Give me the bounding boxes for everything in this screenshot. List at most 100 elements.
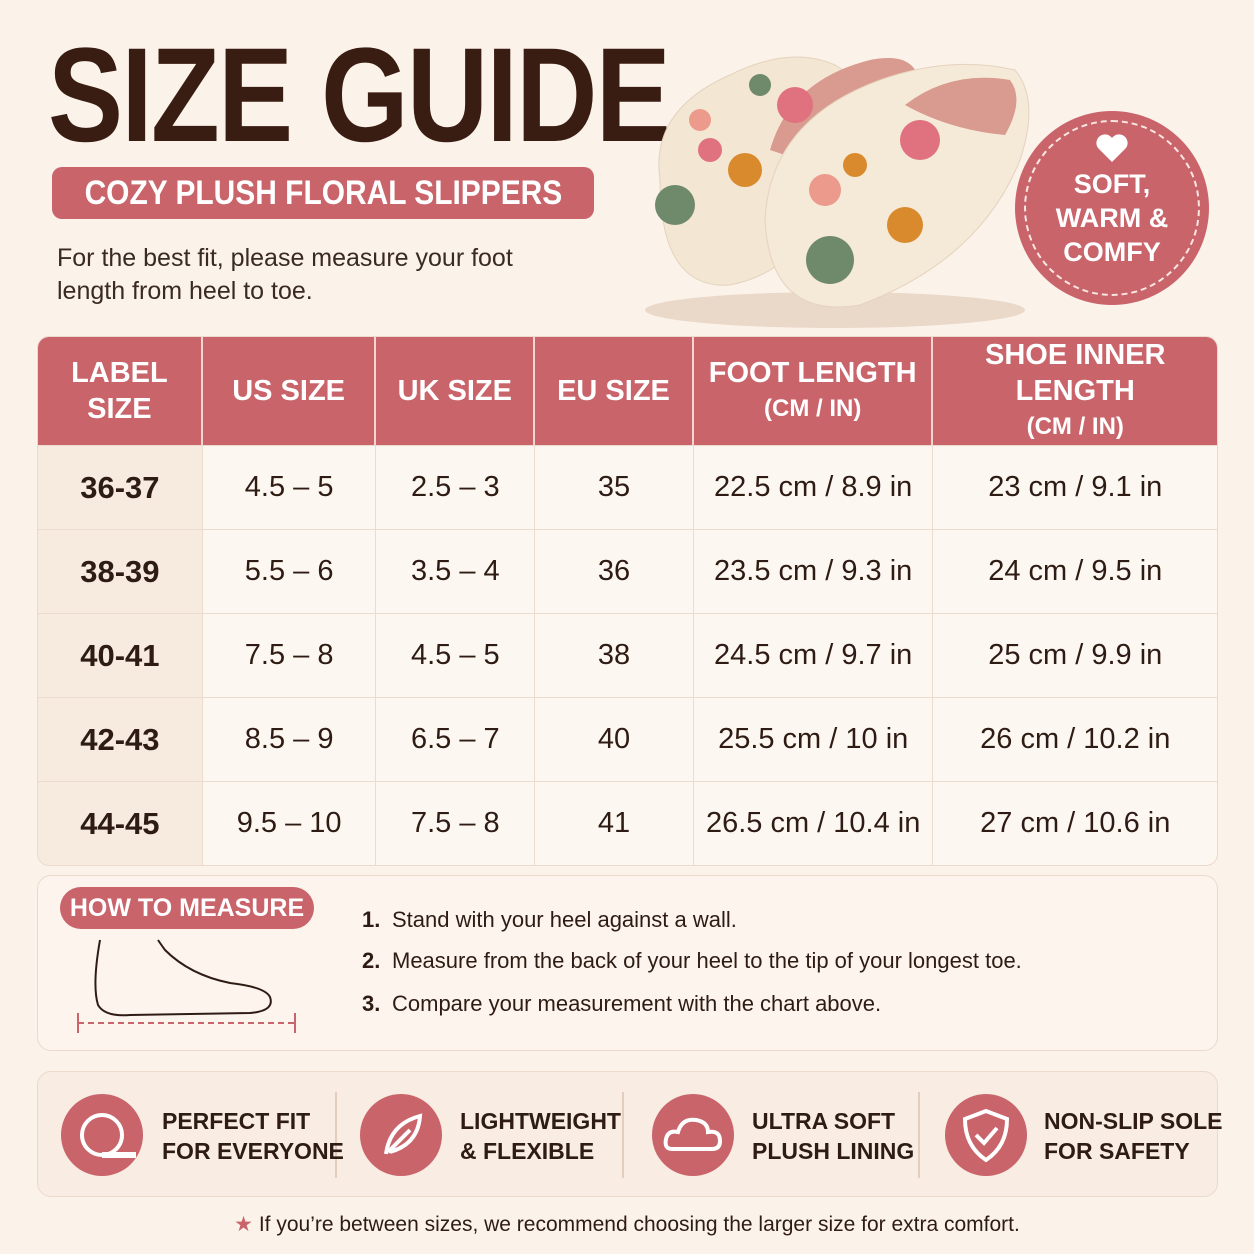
feature-line: & FLEXIBLE [460, 1138, 595, 1164]
table-cell: 27 cm / 10.6 in [933, 781, 1217, 865]
table-cell: 40 [535, 697, 694, 781]
table-cell: 4.5 – 5 [202, 445, 377, 529]
table-cell: 2.5 – 3 [376, 445, 536, 529]
table-cell: 36 [535, 529, 694, 613]
feature-text: PERFECT FIT FOR EVERYONE [162, 1106, 344, 1166]
subtitle-text: COZY PLUSH FLORAL SLIPPERS [84, 173, 562, 212]
feature-line: PERFECT FIT [162, 1108, 311, 1134]
table-cell: 24.5 cm / 9.7 in [693, 613, 934, 697]
feature-line: NON-SLIP SOLE [1044, 1108, 1223, 1134]
step-text: Compare your measurement with the chart … [392, 991, 882, 1016]
feature-line: PLUSH LINING [752, 1138, 915, 1164]
table-cell: 7.5 – 8 [202, 613, 377, 697]
footnote-text: If you’re between sizes, we recommend ch… [258, 1213, 1020, 1236]
measure-title: HOW TO MEASURE [60, 887, 314, 929]
size-table: LABEL SIZE US SIZE UK SIZE EU SIZE FOOT LENG… [37, 336, 1218, 866]
divider [335, 1092, 337, 1178]
divider [622, 1092, 624, 1178]
table-cell: 26 cm / 10.2 in [933, 697, 1217, 781]
step: 1. Stand with your heel against a wall. [362, 907, 737, 933]
header-title: EU SIZE [557, 375, 670, 407]
heart-icon [1096, 134, 1128, 162]
table-cell: 4.5 – 5 [376, 613, 536, 697]
table-cell: 3.5 – 4 [376, 529, 536, 613]
table-row: 36-37 4.5 – 5 2.5 – 3 35 22.5 cm / 8.9 in 23 … [38, 445, 1217, 529]
header-cell: FOOT LENGTH (CM / IN) [693, 337, 934, 445]
table-cell: 24 cm / 9.5 in [933, 529, 1217, 613]
feature-icon [360, 1094, 442, 1176]
feature-text: LIGHTWEIGHT & FLEXIBLE [460, 1106, 621, 1166]
table-cell: 8.5 – 9 [202, 697, 377, 781]
header-cell: EU SIZE [535, 337, 694, 445]
table-cell: 6.5 – 7 [376, 697, 536, 781]
intro: For the best fit, please measure your fo… [57, 244, 513, 305]
header-row: LABEL SIZE US SIZE UK SIZE EU SIZE FOOT LENG… [38, 337, 1217, 445]
slippers-image [645, 56, 1030, 328]
badge: SOFT, WARM & COMFY [1015, 111, 1209, 305]
table-cell: 38-39 [38, 529, 203, 613]
table-row: 40-41 7.5 – 8 4.5 – 5 38 24.5 cm / 9.7 in 25 … [38, 613, 1217, 697]
step-number: 1. [362, 907, 381, 932]
table-body: 36-37 4.5 – 5 2.5 – 3 35 22.5 cm / 8.9 in 23 … [38, 445, 1217, 865]
header-title: LABEL SIZE [71, 357, 168, 425]
table-cell: 23.5 cm / 9.3 in [693, 529, 934, 613]
table-cell: 7.5 – 8 [376, 781, 536, 865]
badge-line: SOFT, [1073, 169, 1151, 199]
feature-text: ULTRA SOFT PLUSH LINING [752, 1106, 914, 1166]
star-icon: ★ [234, 1213, 259, 1236]
step-number: 3. [362, 991, 381, 1016]
feature-icon [945, 1094, 1027, 1176]
feature-line: ULTRA SOFT [752, 1108, 896, 1134]
table-row: 38-39 5.5 – 6 3.5 – 4 36 23.5 cm / 9.3 in 24 … [38, 529, 1217, 613]
badge-line: COMFY [1063, 237, 1161, 267]
table-cell: 26.5 cm / 10.4 in [693, 781, 934, 865]
header-cell: UK SIZE [376, 337, 536, 445]
header-cell: SHOE INNER LENGTH (CM / IN) [933, 337, 1217, 445]
header-cell: LABEL SIZE [38, 337, 203, 445]
feature-line: FOR SAFETY [1044, 1138, 1190, 1164]
step-text: Measure from the back of your heel to th… [392, 948, 1022, 973]
feature-line: LIGHTWEIGHT [460, 1108, 621, 1134]
table-cell: 36-37 [38, 445, 203, 529]
table-cell: 25 cm / 9.9 in [933, 613, 1217, 697]
step-text: Stand with your heel against a wall. [392, 907, 737, 932]
step: 3. Compare your measurement with the char… [362, 991, 881, 1017]
icon [384, 1113, 423, 1155]
table-row: 44-45 9.5 – 10 7.5 – 8 41 26.5 cm / 10.4 in 2… [38, 781, 1217, 865]
header-unit: (CM / IN) [764, 395, 862, 422]
table-cell: 42-43 [38, 697, 203, 781]
footnote: ★ If you’re between sizes, we recommend … [0, 1212, 1254, 1237]
header-title: SHOE INNER LENGTH [985, 339, 1166, 407]
feature-icon [652, 1094, 734, 1176]
table-cell: 5.5 – 6 [202, 529, 377, 613]
header-title: UK SIZE [397, 375, 512, 407]
table-cell: 25.5 cm / 10 in [693, 697, 934, 781]
foot-drawing [77, 939, 296, 1033]
table-cell: 41 [535, 781, 694, 865]
table-cell: 22.5 cm / 8.9 in [693, 445, 934, 529]
table-cell: 40-41 [38, 613, 203, 697]
title: SIZE GUIDE [48, 21, 671, 170]
table-row: 42-43 8.5 – 9 6.5 – 7 40 25.5 cm / 10 in 26 c… [38, 697, 1217, 781]
feature-icon [61, 1094, 143, 1176]
table-cell: 9.5 – 10 [202, 781, 377, 865]
table-cell: 23 cm / 9.1 in [933, 445, 1217, 529]
table-cell: 35 [535, 445, 694, 529]
feature-line: FOR EVERYONE [162, 1138, 344, 1164]
step: 2. Measure from the back of your heel to … [362, 948, 1022, 974]
icon [962, 1108, 1010, 1163]
icon [663, 1117, 723, 1151]
table-cell: 38 [535, 613, 694, 697]
divider [918, 1092, 920, 1178]
step-number: 2. [362, 948, 381, 973]
badge-line: WARM & [1055, 203, 1169, 233]
icon [80, 1113, 136, 1158]
subtitle: COZY PLUSH FLORAL SLIPPERS [52, 167, 594, 219]
header-unit: (CM / IN) [1026, 413, 1124, 440]
feature-text: NON-SLIP SOLE FOR SAFETY [1044, 1106, 1223, 1166]
table-cell: 44-45 [38, 781, 203, 865]
header-cell: US SIZE [202, 337, 377, 445]
header-title: US SIZE [232, 375, 346, 407]
header-title: FOOT LENGTH [708, 357, 917, 389]
